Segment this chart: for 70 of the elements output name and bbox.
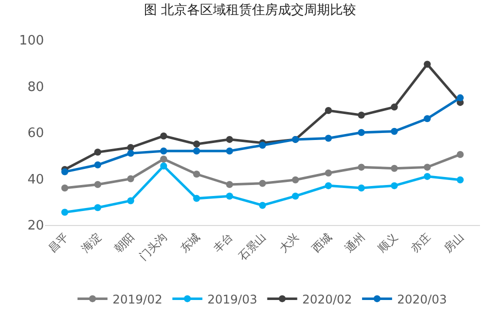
point [160,162,168,170]
y-tick-label: 60 [27,126,44,142]
point [390,128,398,135]
point [358,112,365,119]
point [390,164,398,172]
x-tick-label: 大兴 [276,230,302,256]
point [424,115,431,122]
point [259,142,266,149]
point [358,184,365,192]
point [193,140,200,148]
point [424,60,431,68]
point [456,94,464,102]
x-tick-label: 西城 [310,230,334,256]
x-tick-label: 亦庄 [408,230,434,256]
point [292,176,299,184]
x-tick-label: 顺义 [376,230,400,256]
point [160,132,168,140]
legend-label: 2020/03 [397,292,447,306]
y-tick-label: 80 [27,80,44,95]
point [259,202,266,209]
x-tick-label: 丰台 [210,230,236,256]
point [193,194,200,202]
point [456,176,464,184]
legend-label: 2020/02 [302,292,352,306]
point [127,144,134,152]
point [424,164,431,171]
point [61,208,68,216]
point [127,150,134,157]
y-tick-label: 40 [27,172,44,188]
point [226,192,234,200]
y-tick-label: 100 [19,34,44,49]
y-tick-label: 20 [27,218,44,234]
legend-label: 2019/03 [207,292,258,306]
point [94,181,102,188]
point [94,161,102,168]
point [193,170,200,178]
point [390,104,398,111]
point [324,107,332,114]
point [127,197,134,204]
x-tick-label: 房山 [441,230,466,256]
point [259,180,266,187]
point [61,168,68,176]
x-tick-label: 海淀 [78,230,104,256]
point [390,182,398,190]
point [127,175,134,182]
point [160,148,168,154]
x-tick-label: 东城 [178,230,203,256]
chart-title: 图 北京各区域租赁住房成交周期比较 [144,2,356,18]
point [94,204,102,212]
point [61,184,68,192]
point [226,181,234,188]
point [358,164,365,171]
legend-label: 2019/02 [112,292,162,306]
point [193,148,200,154]
point [292,192,299,200]
point [358,129,365,136]
point [226,148,234,154]
x-tick-label: 石景山 [236,230,269,264]
point [324,182,332,190]
x-tick-label: 门头沟 [137,230,170,264]
x-tick-label: 通州 [342,230,368,256]
point [324,169,332,176]
point [226,136,234,143]
x-tick-label: 昌平 [46,230,71,256]
point [424,172,431,180]
point [160,156,168,163]
point [94,148,102,156]
point [456,150,464,158]
point [324,134,332,142]
x-tick-label: 朝阳 [112,230,137,256]
